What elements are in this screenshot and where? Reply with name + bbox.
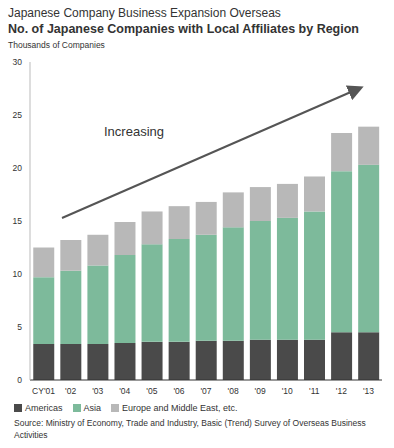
svg-text:CY'01: CY'01: [32, 386, 55, 396]
svg-text:'07: '07: [200, 386, 211, 396]
html-text:Americas: Americas: [25, 403, 63, 413]
svg-text:'03: '03: [92, 386, 103, 396]
svg-text:'09: '09: [255, 386, 266, 396]
svg-text:15: 15: [13, 216, 23, 226]
svg-text:25: 25: [13, 110, 23, 120]
svg-text:'05: '05: [146, 386, 157, 396]
html-text:Europe and Middle East, etc.: Europe and Middle East, etc.: [122, 403, 238, 413]
html-text:Source: Ministry of Economy, T: Source: Ministry of Economy, Trade and I…: [14, 418, 366, 440]
html-text:Japanese Company Business Expa: Japanese Company Business Expansion Over…: [8, 6, 281, 20]
svg-text:'04: '04: [119, 386, 130, 396]
svg-text:30: 30: [13, 57, 23, 67]
svg-text:'13: '13: [363, 386, 374, 396]
html-text:Thousands of Companies: Thousands of Companies: [8, 40, 105, 50]
svg-text:5: 5: [17, 322, 22, 332]
svg-text:'10: '10: [282, 386, 293, 396]
svg-text:10: 10: [13, 269, 23, 279]
svg-text:20: 20: [13, 163, 23, 173]
html-text:No. of Japanese Companies with: No. of Japanese Companies with Local Aff…: [8, 22, 359, 36]
html-text:Increasing: Increasing: [104, 124, 164, 139]
svg-text:0: 0: [17, 375, 22, 385]
svg-text:'02: '02: [65, 386, 76, 396]
svg-text:'11: '11: [309, 386, 320, 396]
svg-text:'08: '08: [228, 386, 239, 396]
html-text:Asia: Asia: [83, 403, 101, 413]
svg-text:'12: '12: [336, 386, 347, 396]
svg-text:'06: '06: [173, 386, 184, 396]
